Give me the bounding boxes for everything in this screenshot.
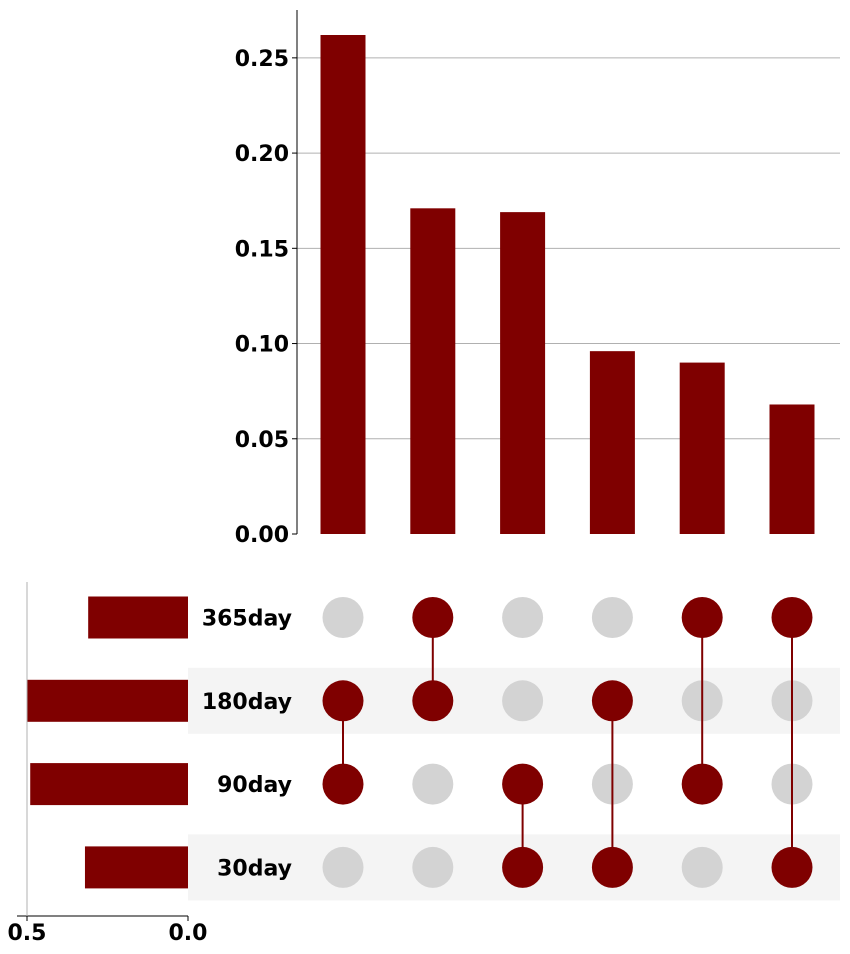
y-tick-label: 0.10 bbox=[235, 333, 289, 358]
matrix-dot-active bbox=[502, 763, 544, 805]
matrix-dot-inactive bbox=[412, 846, 454, 888]
intersection-bar bbox=[410, 208, 456, 535]
set-size-bar bbox=[30, 763, 188, 806]
set-label: 365day bbox=[202, 607, 292, 632]
set-label: 180day bbox=[202, 690, 292, 715]
matrix-dot-active bbox=[681, 763, 723, 805]
matrix-dot-inactive bbox=[412, 763, 454, 805]
matrix-dot-active bbox=[412, 597, 454, 638]
matrix-dot-active bbox=[322, 763, 364, 805]
intersection-bar bbox=[500, 212, 546, 534]
matrix-dot-active bbox=[591, 846, 633, 888]
matrix-dot-active bbox=[322, 680, 364, 722]
set-size-tick-label: 0.5 bbox=[8, 921, 47, 946]
set-label: 90day bbox=[217, 773, 292, 798]
set-label: 30day bbox=[217, 856, 292, 881]
matrix-dot-inactive bbox=[591, 597, 633, 638]
intersection-bar bbox=[589, 351, 635, 534]
y-tick-label: 0.15 bbox=[235, 237, 289, 262]
intersection-bar bbox=[320, 35, 366, 534]
matrix-dot-active bbox=[412, 680, 454, 722]
matrix-dot-active bbox=[771, 597, 813, 638]
matrix-dot-inactive bbox=[322, 597, 364, 638]
y-tick-label: 0.25 bbox=[235, 47, 289, 72]
intersection-gridlines bbox=[297, 57, 840, 440]
intersection-y-axis: 0.00 0.05 0.10 0.15 0.20 0.25 bbox=[235, 10, 298, 548]
matrix-dot-inactive bbox=[681, 846, 723, 888]
intersection-bars bbox=[320, 35, 815, 535]
set-size-axis: 0.5 0.0 bbox=[8, 582, 208, 946]
set-size-tick-label: 0.0 bbox=[169, 921, 208, 946]
intersection-bar bbox=[679, 362, 725, 534]
set-size-bar bbox=[84, 846, 188, 889]
y-tick-label: 0.05 bbox=[235, 428, 289, 453]
matrix-dot-inactive bbox=[322, 846, 364, 888]
intersection-matrix bbox=[322, 597, 813, 888]
matrix-dot-active bbox=[591, 680, 633, 722]
matrix-dot-active bbox=[771, 846, 813, 888]
set-size-bar bbox=[88, 596, 188, 639]
intersection-bar bbox=[769, 404, 815, 534]
matrix-dot-active bbox=[681, 597, 723, 638]
matrix-dot-inactive bbox=[502, 680, 544, 722]
y-tick-label: 0.00 bbox=[235, 523, 289, 548]
set-size-bar bbox=[27, 679, 188, 722]
y-tick-label: 0.20 bbox=[235, 142, 289, 167]
matrix-dot-inactive bbox=[502, 597, 544, 638]
set-labels: 365day 180day 90day 30day bbox=[202, 607, 292, 882]
set-size-bars bbox=[27, 596, 188, 889]
matrix-dot-active bbox=[502, 846, 544, 888]
